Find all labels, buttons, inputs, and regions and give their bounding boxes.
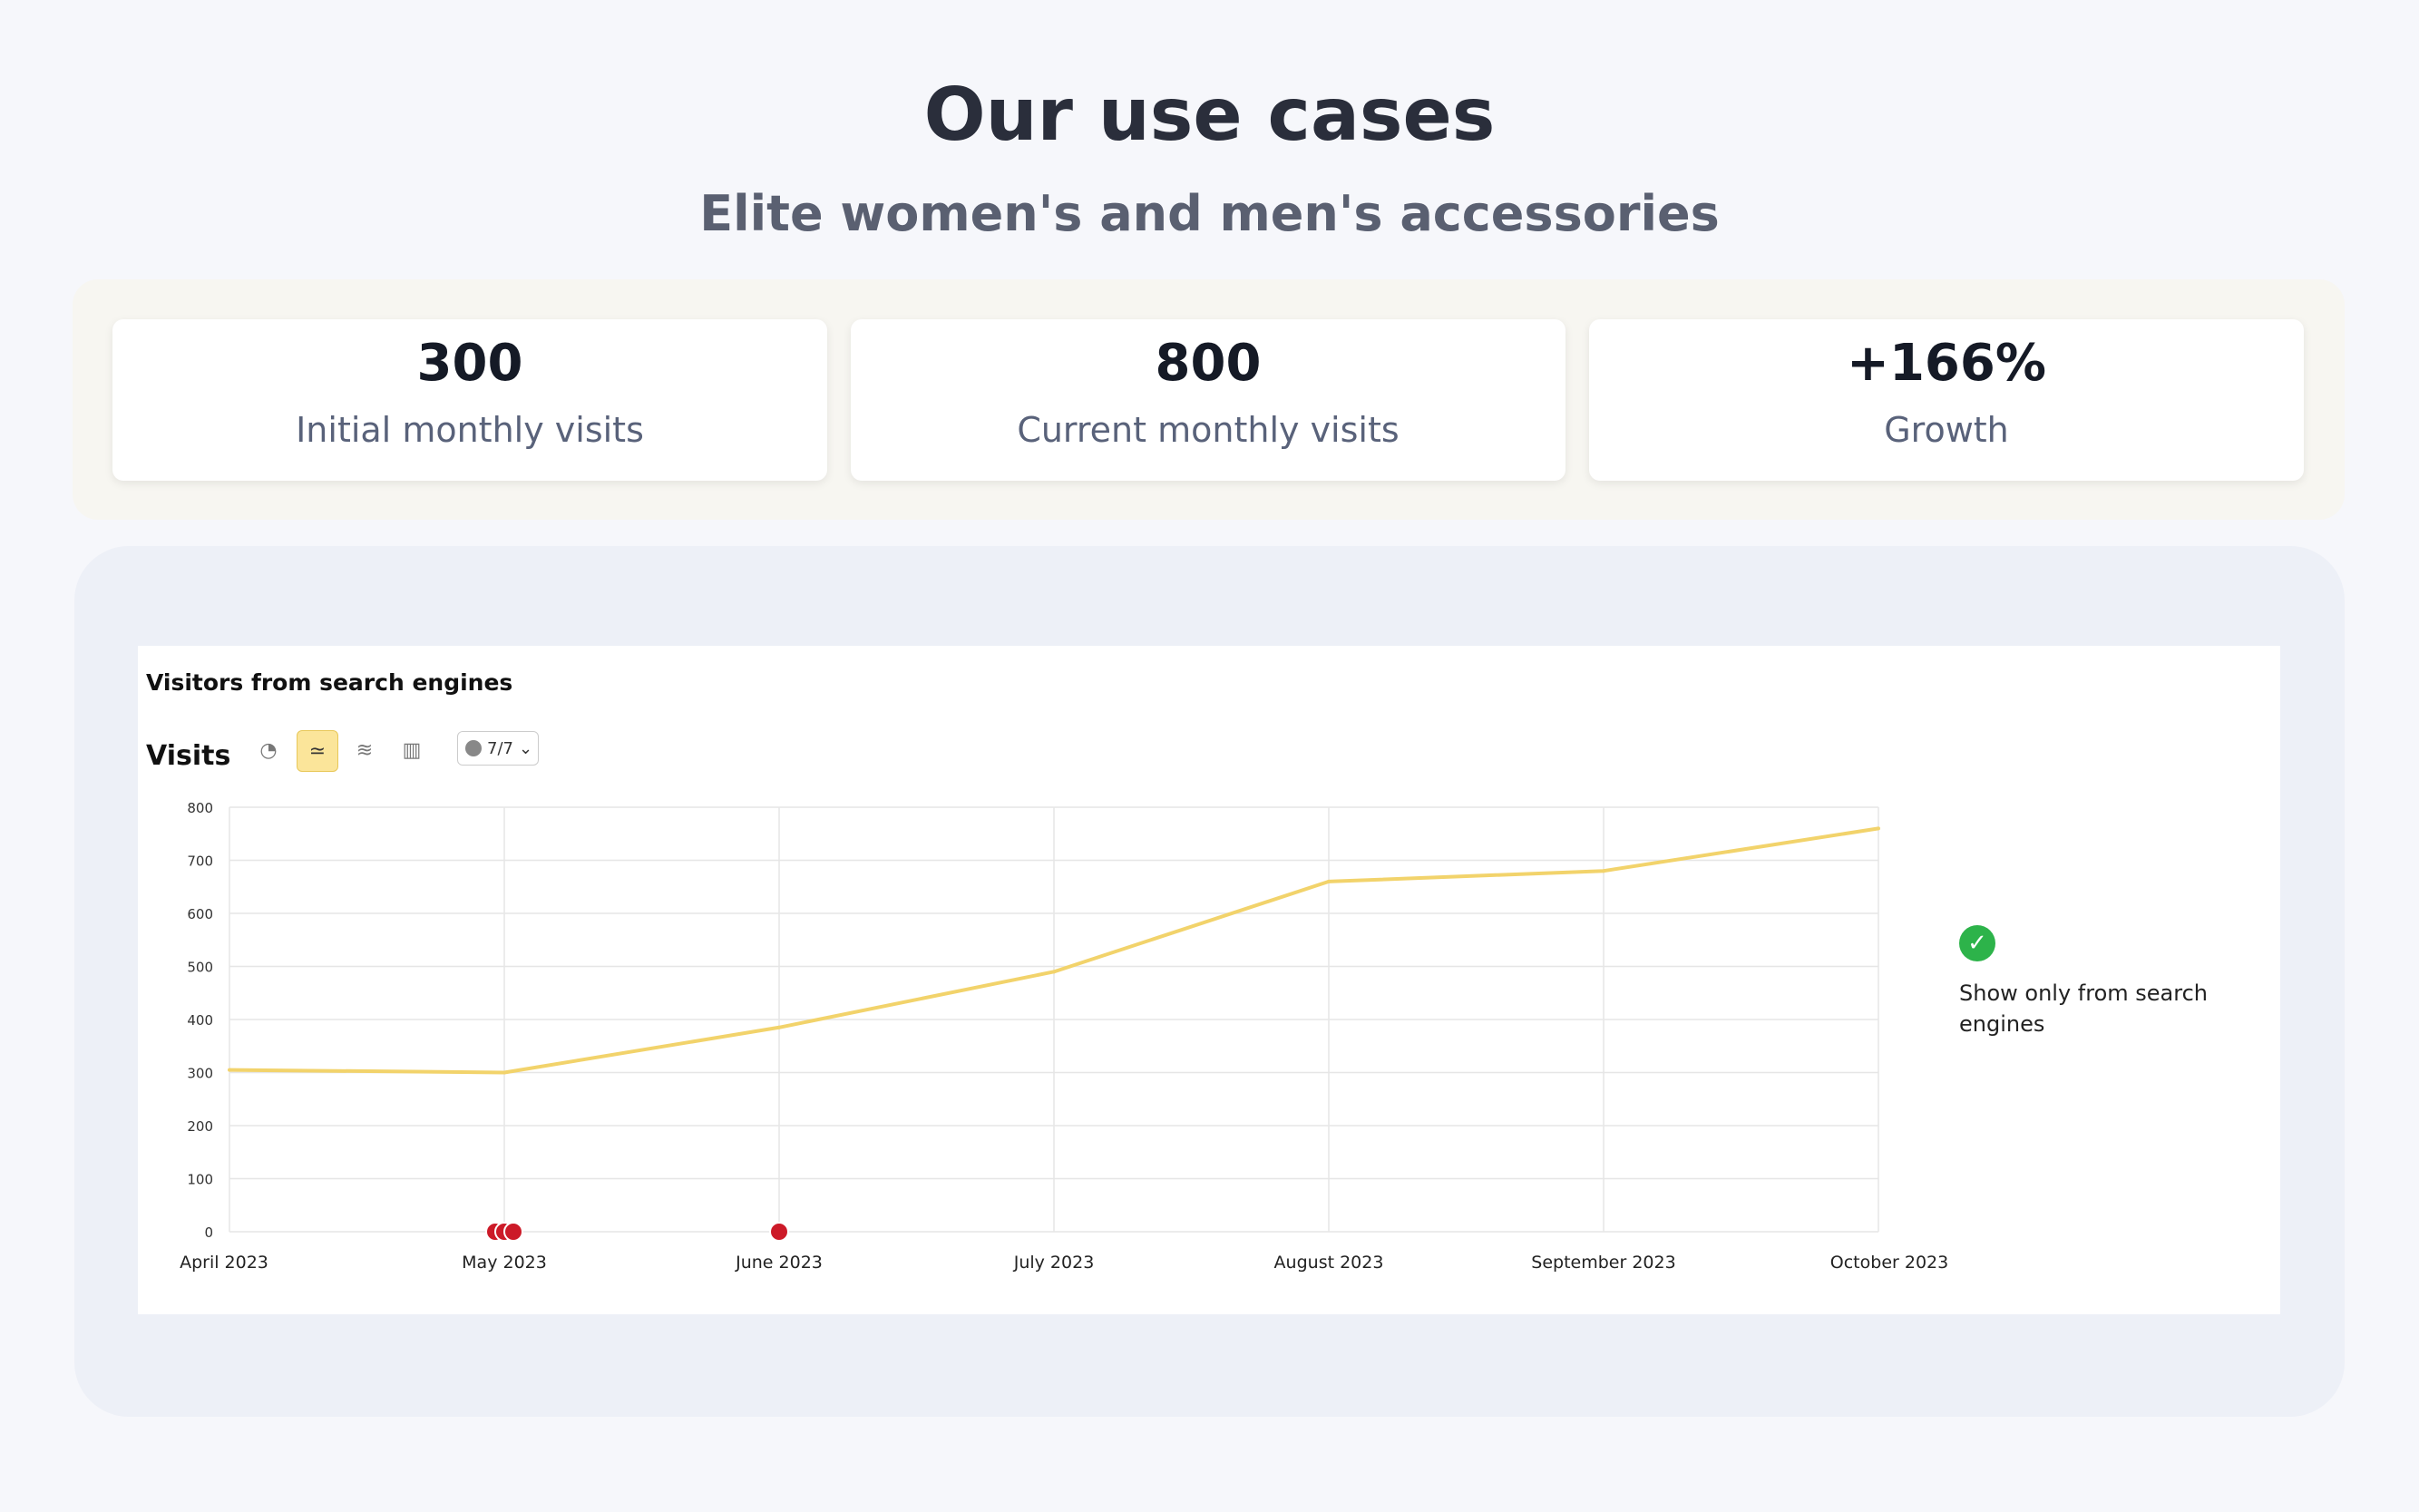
x-tick-label: May 2023	[462, 1253, 547, 1273]
chevron-down-icon: ⌄	[518, 738, 533, 758]
pie-chart-icon[interactable]: ◔	[259, 738, 278, 762]
stat-value: 300	[416, 334, 523, 393]
stat-label: Growth	[1884, 410, 2009, 450]
metric-label: Visits	[146, 740, 231, 772]
y-tick-label: 0	[204, 1224, 213, 1241]
page-subtitle: Elite women's and men's accessories	[699, 185, 1720, 242]
stat-label: Current monthly visits	[1017, 410, 1400, 450]
x-tick-label: October 2023	[1830, 1253, 1948, 1273]
x-tick-label: April 2023	[180, 1253, 268, 1273]
x-tick-label: June 2023	[735, 1253, 823, 1273]
annotation-marker	[503, 1222, 523, 1242]
stat-value: 800	[1155, 334, 1262, 393]
data-point	[777, 1025, 781, 1029]
y-tick-label: 500	[187, 960, 213, 976]
bar-chart-icon[interactable]: ▥	[402, 738, 422, 762]
check-icon[interactable]: ✓	[1959, 925, 1995, 961]
data-point	[228, 1068, 231, 1072]
chart-panel: Visitors from search engines Visits ◔ ≃ …	[138, 646, 2280, 1314]
y-tick-label: 700	[187, 854, 213, 870]
data-point	[1052, 970, 1056, 974]
stats-section: 300 Initial monthly visits 800 Current m…	[73, 279, 2345, 520]
x-tick-label: July 2023	[1013, 1253, 1095, 1273]
y-tick-label: 200	[187, 1118, 213, 1135]
y-tick-label: 600	[187, 906, 213, 922]
line-chart-icon[interactable]: ≃	[297, 730, 338, 772]
x-tick-label: September 2023	[1531, 1253, 1675, 1273]
comment-icon	[465, 740, 482, 756]
notes-dropdown[interactable]: 7/7 ⌄	[457, 731, 539, 766]
data-point	[502, 1070, 506, 1075]
stat-card-growth: +166% Growth	[1589, 319, 2304, 481]
x-tick-label: August 2023	[1274, 1253, 1384, 1273]
y-tick-label: 300	[187, 1066, 213, 1082]
data-point	[1327, 879, 1331, 883]
stat-card-current-visits: 800 Current monthly visits	[851, 319, 1566, 481]
stat-value: +166%	[1847, 334, 2046, 393]
chart-section: Visitors from search engines Visits ◔ ≃ …	[74, 546, 2345, 1417]
stat-label: Initial monthly visits	[296, 410, 644, 450]
notes-count: 7/7	[487, 738, 513, 758]
stat-card-initial-visits: 300 Initial monthly visits	[112, 319, 827, 481]
line-chart: 0 100 200 300 400 500 600 700 800 April 2023 May 2…	[180, 800, 1948, 1273]
filter-label: Show only from search engines	[1959, 980, 2208, 1037]
stacked-area-icon[interactable]: ≋	[356, 738, 374, 762]
y-tick-label: 800	[187, 800, 213, 816]
data-point	[1877, 826, 1880, 831]
data-point	[1602, 869, 1605, 873]
page-title: Our use cases	[923, 73, 1496, 157]
y-tick-label: 100	[187, 1172, 213, 1188]
y-tick-label: 400	[187, 1012, 213, 1029]
chart-heading: Visitors from search engines	[146, 669, 513, 696]
annotation-marker	[769, 1222, 789, 1242]
